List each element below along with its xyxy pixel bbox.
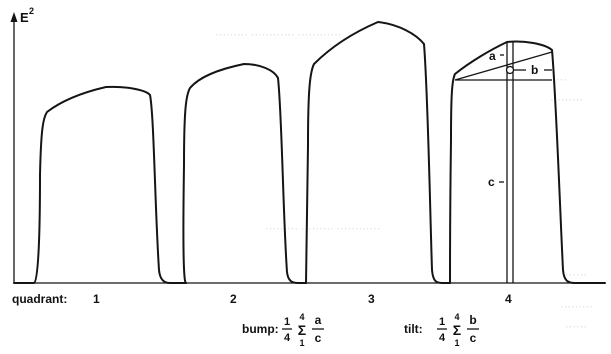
bump-sum-symbol: Σ	[298, 322, 306, 338]
y-axis-label-exponent: 2	[29, 6, 34, 16]
y-axis-arrowhead	[10, 12, 18, 22]
center-point-marker	[505, 65, 515, 75]
bump-formula: bump: 1 4 4 Σ 1 a c	[242, 312, 324, 348]
svg-text:⋯⋯⋯ ⋯⋯⋯⋯ ⋯⋯⋯⋯: ⋯⋯⋯ ⋯⋯⋯⋯ ⋯⋯⋯⋯	[215, 29, 342, 41]
quadrant-title: quadrant:	[12, 292, 67, 306]
annotation-a: a	[489, 49, 496, 63]
svg-text:⋯⋯: ⋯⋯	[565, 269, 587, 281]
signal-profiles	[13, 21, 606, 284]
svg-text:⋯⋯⋯ ⋯⋯⋯ ⋯⋯⋯⋯: ⋯⋯⋯ ⋯⋯⋯ ⋯⋯⋯⋯	[265, 223, 381, 235]
quadrant-4-construction	[454, 42, 553, 283]
svg-text:⋯⋯: ⋯⋯	[545, 74, 567, 86]
tilt-diagonal-line	[454, 51, 553, 81]
annotation-c: c	[488, 175, 495, 189]
bump-fraction-denominator: 4	[284, 332, 291, 344]
profile-quadrant-4	[449, 40, 606, 284]
annotation-b: b	[531, 63, 538, 77]
quadrant-label-4: 4	[505, 292, 512, 306]
tilt-fraction-denominator: 4	[439, 332, 446, 344]
bump-sum-lower: 1	[299, 338, 304, 348]
svg-text:⋯⋯⋯: ⋯⋯⋯	[560, 301, 593, 313]
bump-formula-name: bump:	[242, 322, 279, 336]
profile-quadrant-1	[13, 85, 187, 284]
bump-ratio-denominator: c	[315, 331, 322, 345]
bleed-through-text: ⋯⋯⋯ ⋯⋯⋯⋯ ⋯⋯⋯⋯ ⋯⋯ ⋯⋯⋯ ⋯⋯⋯ ⋯⋯⋯ ⋯⋯⋯⋯ ⋯⋯ ⋯⋯⋯…	[215, 29, 593, 333]
quadrant-row: quadrant: 1 2 3 4	[12, 292, 512, 306]
tilt-sum-symbol: Σ	[453, 322, 461, 338]
tilt-formula-name: tilt:	[404, 322, 423, 336]
tilt-sum-upper: 4	[454, 312, 459, 322]
tilt-fraction-numerator: 1	[439, 316, 445, 328]
svg-text:⋯⋯: ⋯⋯	[565, 321, 587, 333]
bump-ratio-numerator: a	[315, 313, 322, 327]
bump-fraction-numerator: 1	[284, 316, 290, 328]
bump-sum-upper: 4	[299, 312, 304, 322]
quadrant-label-3: 3	[368, 292, 375, 306]
quadrant-label-1: 1	[93, 292, 100, 306]
profile-quadrant-3	[305, 21, 451, 284]
tilt-sum-lower: 1	[454, 338, 459, 348]
quadrant-label-2: 2	[230, 292, 237, 306]
profile-quadrant-2	[182, 63, 307, 284]
svg-text:⋯⋯⋯: ⋯⋯⋯	[550, 94, 583, 106]
tilt-ratio-numerator: b	[469, 313, 476, 327]
tilt-formula: tilt: 1 4 4 Σ 1 b c	[404, 312, 479, 348]
tilt-ratio-denominator: c	[470, 331, 477, 345]
y-axis-label: E	[20, 10, 29, 25]
